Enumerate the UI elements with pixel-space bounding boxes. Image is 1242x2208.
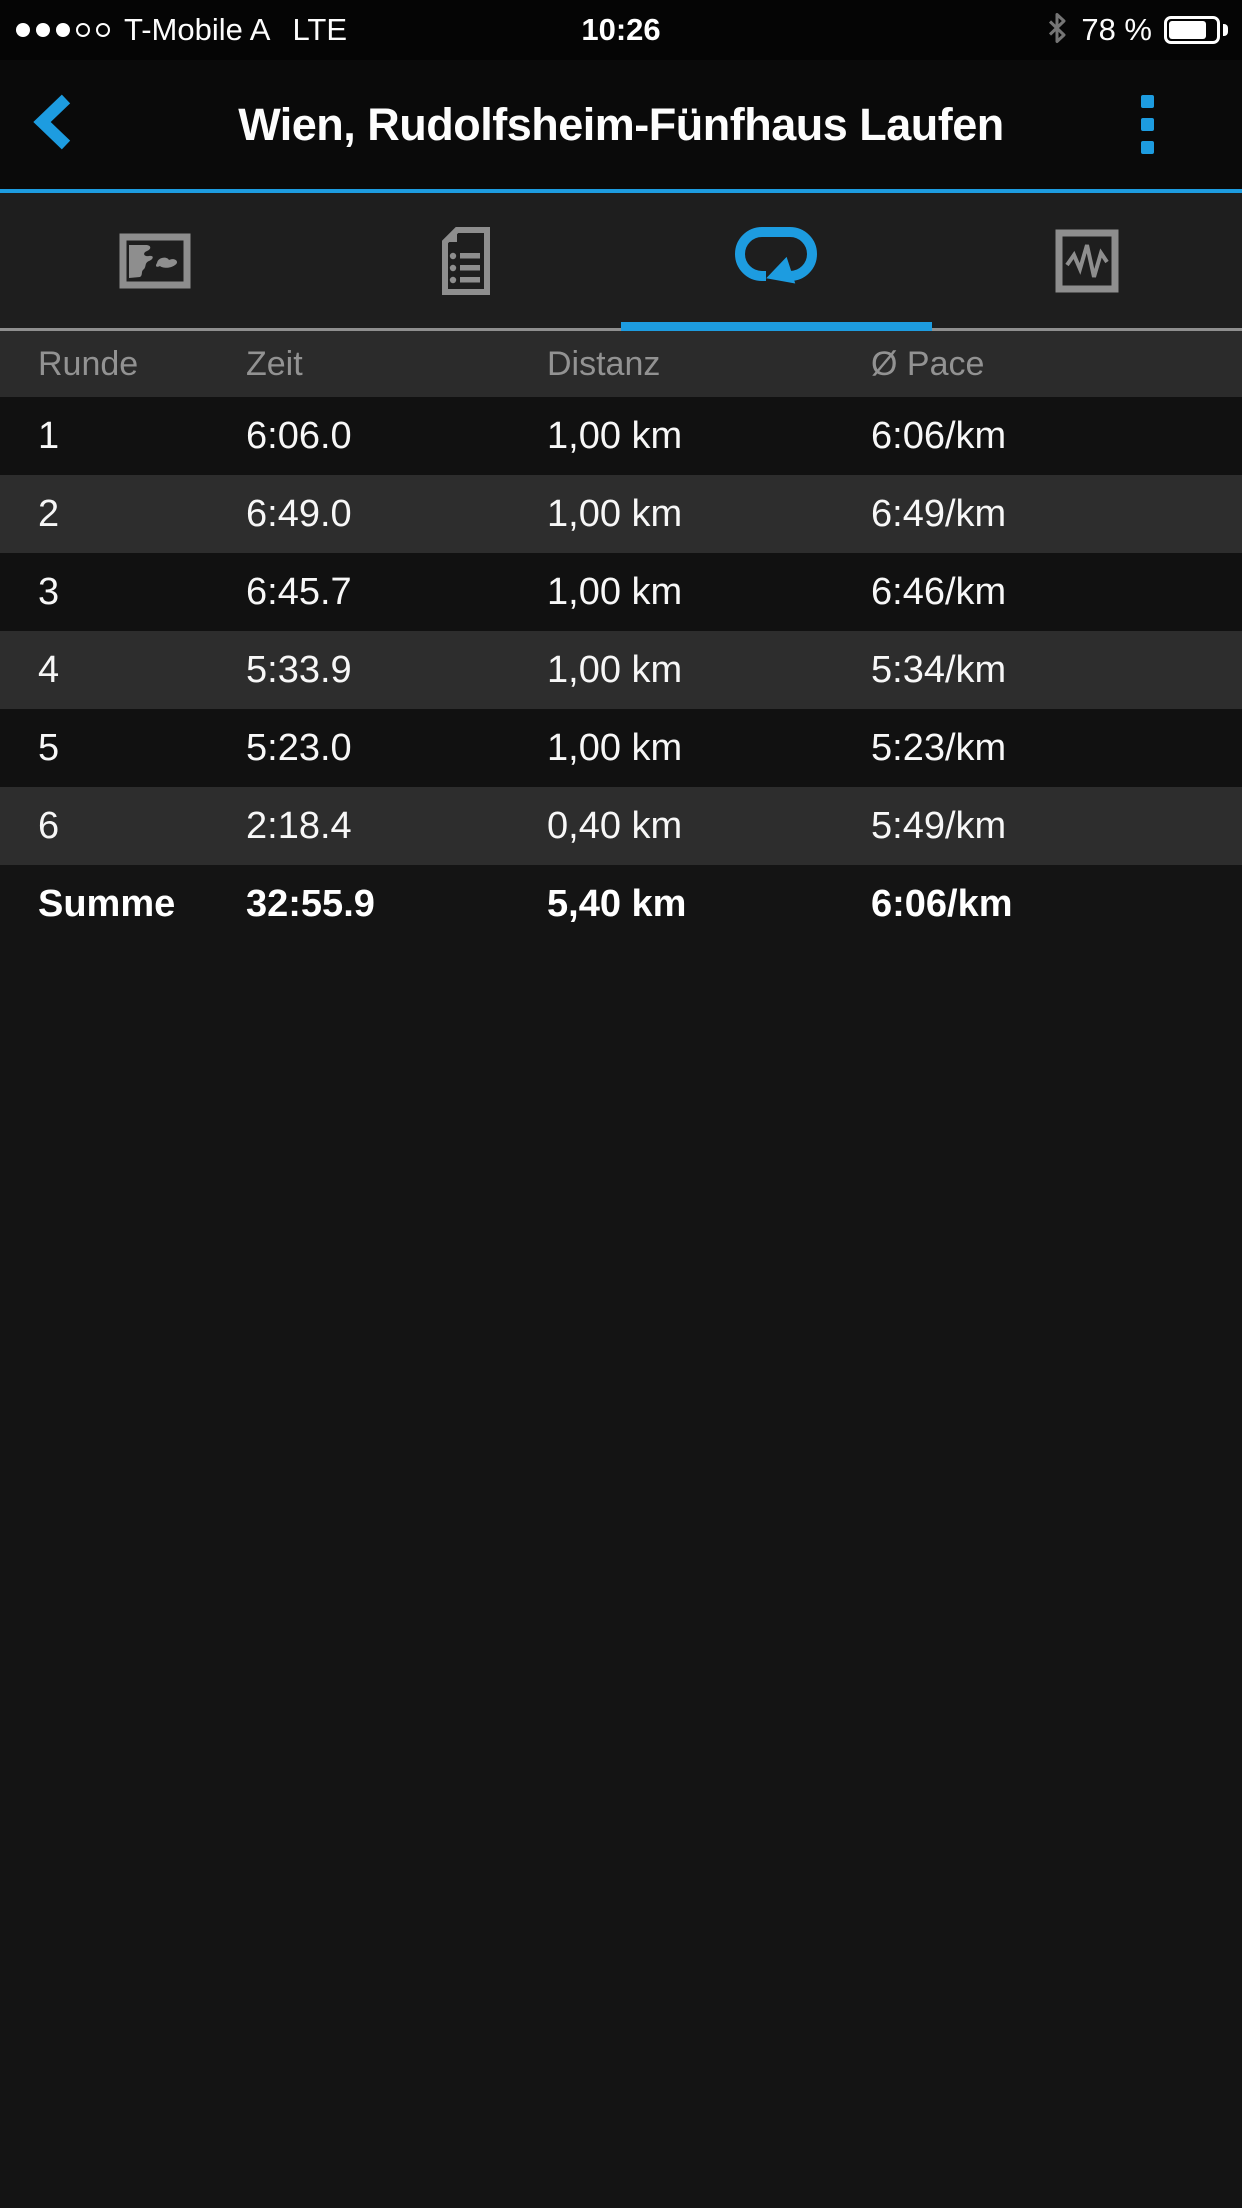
laps-loop-icon [734,225,818,297]
status-bar: T-Mobile A LTE 10:26 78 % [0,0,1242,60]
lap-cell: 5:34/km [871,648,1007,691]
menu-dot [1141,118,1154,131]
overflow-menu-button[interactable] [1127,60,1168,189]
lap-cell: 6:06.0 [246,414,352,457]
lap-row: 2 6:49.0 1,00 km 6:49/km [0,475,1242,553]
chart-zigzag-icon [1055,229,1119,293]
lap-cell: 1,00 km [547,570,683,613]
tab-bar [0,193,1242,331]
status-left: T-Mobile A LTE [16,0,347,60]
lap-cell: 5 [38,726,60,769]
lap-cell: 1,00 km [547,492,683,535]
back-button[interactable] [18,60,88,189]
laps-table-header: Runde Zeit Distanz Ø Pace [0,331,1242,397]
map-icon [119,233,191,289]
lap-cell: 5:23.0 [246,726,352,769]
lap-cell: 3 [38,570,60,613]
lap-cell: 0,40 km [547,804,683,847]
lap-cell: 6:49.0 [246,492,352,535]
summary-cell: Summe [38,882,176,925]
lap-cell: 6 [38,804,60,847]
lap-cell: 2:18.4 [246,804,352,847]
laps-summary-row: Summe 32:55.9 5,40 km 6:06/km [0,865,1242,943]
column-header: Runde [38,344,139,383]
battery-percent-label: 78 % [1081,12,1152,47]
lap-cell: 4 [38,648,60,691]
summary-cell: 32:55.9 [246,882,375,925]
lap-cell: 1,00 km [547,414,683,457]
battery-icon [1164,16,1220,44]
menu-dot [1141,95,1154,108]
lap-cell: 6:49/km [871,492,1007,535]
lap-cell: 2 [38,492,60,535]
summary-cell: 5,40 km [547,882,687,925]
lap-row: 3 6:45.7 1,00 km 6:46/km [0,553,1242,631]
tab-details[interactable] [311,193,622,328]
lap-cell: 1,00 km [547,726,683,769]
lap-cell: 6:06/km [871,414,1007,457]
chevron-left-icon [32,94,74,155]
lap-cell: 5:23/km [871,726,1007,769]
tab-map[interactable] [0,193,311,328]
nav-bar: Wien, Rudolfsheim-Fünfhaus Laufen [0,60,1242,193]
lap-row: 1 6:06.0 1,00 km 6:06/km [0,397,1242,475]
column-header: Zeit [246,344,303,383]
lap-row: 4 5:33.9 1,00 km 5:34/km [0,631,1242,709]
lap-row: 5 5:23.0 1,00 km 5:23/km [0,709,1242,787]
summary-cell: 6:06/km [871,882,1013,925]
lap-cell: 5:49/km [871,804,1007,847]
signal-strength-icon [16,23,110,37]
laps-table-body: 1 6:06.0 1,00 km 6:06/km 2 6:49.0 1,00 km 6:49/… [0,397,1242,865]
carrier-label: T-Mobile A [124,12,271,47]
status-right: 78 % [1045,0,1228,60]
lap-cell: 6:46/km [871,570,1007,613]
lap-cell: 5:33.9 [246,648,352,691]
bluetooth-icon [1045,11,1069,50]
clock-label: 10:26 [581,12,661,47]
lap-cell: 1,00 km [547,648,683,691]
document-list-icon [438,225,494,297]
lap-cell: 1 [38,414,60,457]
lap-cell: 6:45.7 [246,570,352,613]
battery-nub [1223,24,1228,36]
page-title: Wien, Rudolfsheim-Fünfhaus Laufen [238,98,1004,150]
tab-charts[interactable] [932,193,1242,328]
column-header: Ø Pace [871,344,985,383]
column-header: Distanz [547,344,661,383]
network-type-label: LTE [292,12,348,47]
tab-laps[interactable] [621,193,932,331]
menu-dot [1141,141,1154,154]
lap-row: 6 2:18.4 0,40 km 5:49/km [0,787,1242,865]
